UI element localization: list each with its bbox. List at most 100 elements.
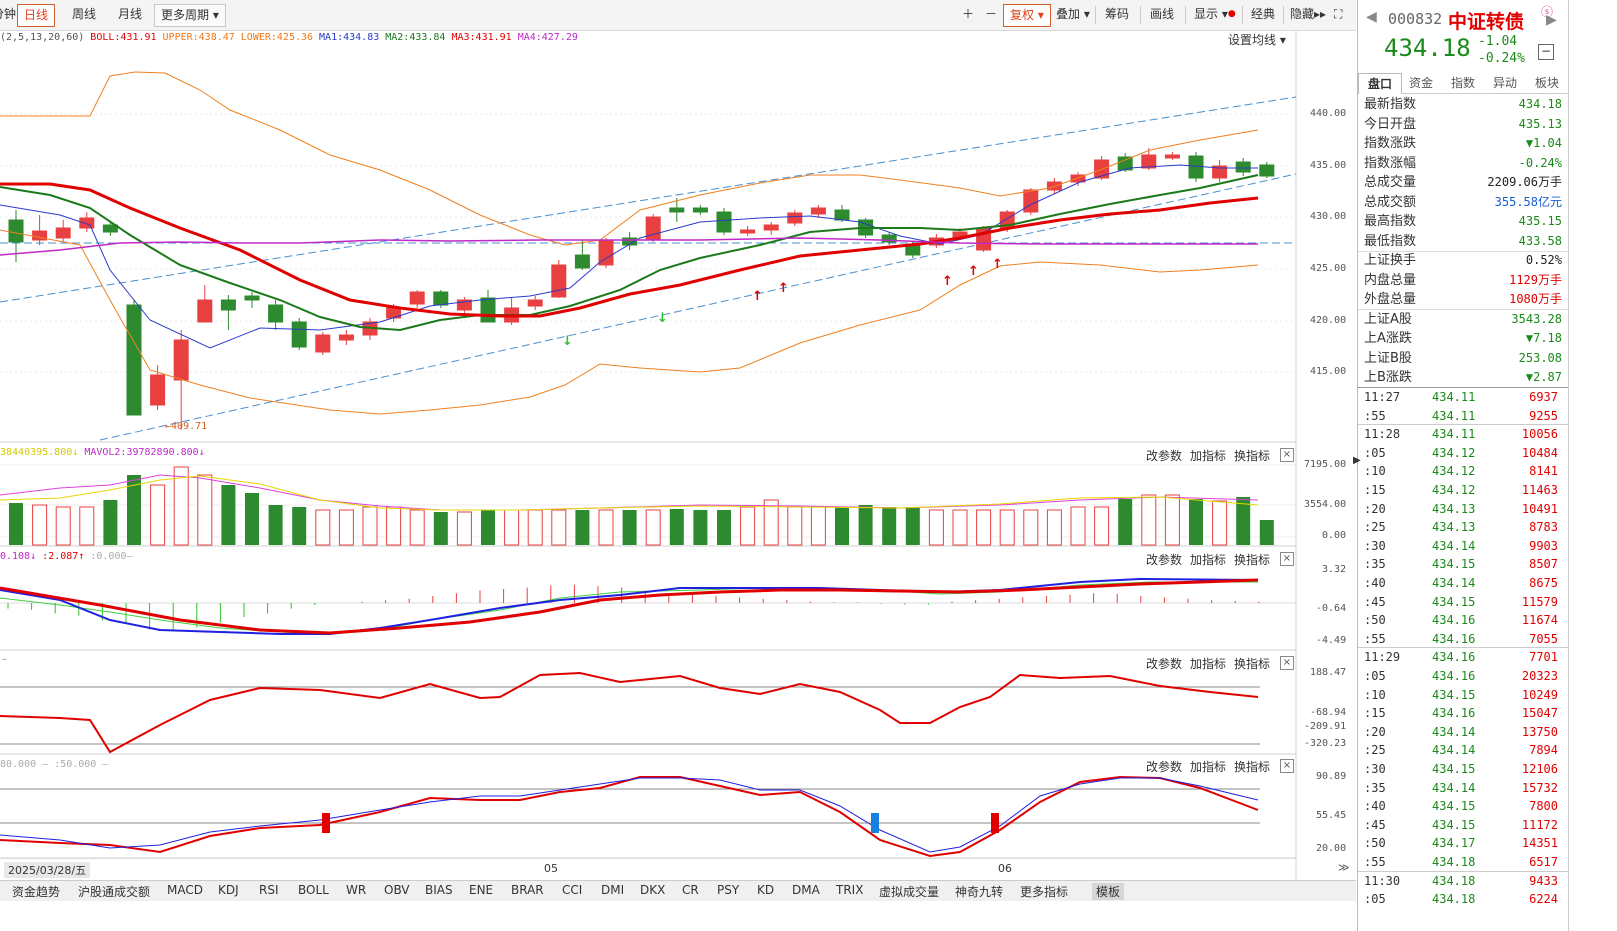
indicator-tab[interactable]: DMI xyxy=(601,883,625,897)
kline-chart-area[interactable]: ↓ ↓ ↑ ↑ ↑ ↑ ↑ xyxy=(0,0,1356,880)
panel-close-icon[interactable]: × xyxy=(1280,552,1294,566)
candle-body xyxy=(1259,164,1275,177)
panel-switch-indicator-button[interactable]: 换指标 xyxy=(1234,449,1271,463)
volume-bar xyxy=(740,506,756,546)
volume-bar xyxy=(409,509,425,546)
indicator-tab[interactable]: BOLL xyxy=(298,883,329,897)
draw-line-button[interactable]: 画线 xyxy=(1150,7,1175,21)
panel-switch-indicator-button[interactable]: 换指标 xyxy=(1234,657,1271,671)
stock-change-pct: -0.24% xyxy=(1478,51,1525,66)
overlay-dropdown[interactable]: 叠加 ▾ xyxy=(1050,4,1096,25)
indicator-tab[interactable]: BIAS xyxy=(425,883,453,897)
volume-bar xyxy=(338,509,354,546)
tick-row: :45 434.15 11172 xyxy=(1364,816,1564,835)
panel-switch-indicator-button[interactable]: 换指标 xyxy=(1234,760,1271,774)
double-chevron-right-icon: ▸▸ xyxy=(1314,7,1327,21)
boll-params: (2,5,13,20,60) xyxy=(0,32,85,43)
panel-params-button[interactable]: 改参数 xyxy=(1146,760,1183,774)
period-minute-tab[interactable]: 分钟 xyxy=(0,7,17,21)
panel-params-button[interactable]: 改参数 xyxy=(1146,553,1183,567)
indicator-tab[interactable]: DMA xyxy=(792,883,820,897)
tick-row: :05 434.12 10484 xyxy=(1364,444,1564,463)
panel-switch-indicator-button[interactable]: 换指标 xyxy=(1234,553,1271,567)
quote-row: 指数涨跌 ▼1.04 xyxy=(1364,134,1562,153)
low-price-value: 409.71 xyxy=(171,421,208,432)
indicator-tab[interactable]: BRAR xyxy=(511,883,544,897)
indicator-tab[interactable]: RSI xyxy=(259,883,279,897)
indicator-tab[interactable]: TRIX xyxy=(836,883,864,897)
more-periods-dropdown[interactable]: 更多周期 ▾ xyxy=(154,4,226,27)
panel-toggle-icon[interactable]: ▶ xyxy=(1353,455,1361,466)
quote-row-value: 3543.28 xyxy=(1511,311,1562,326)
prev-stock-icon[interactable]: ◀ xyxy=(1366,9,1377,25)
quote-tab[interactable]: 指数 xyxy=(1450,76,1475,90)
quote-tab[interactable]: 异动 xyxy=(1492,76,1517,90)
indicator-tab[interactable]: KDJ xyxy=(218,883,239,897)
next-stock-icon[interactable]: ▶ xyxy=(1546,12,1557,28)
stock-price: 434.18 xyxy=(1384,34,1471,62)
hide-button[interactable]: 隐藏▸▸ xyxy=(1284,4,1332,25)
tick-row: :55 434.16 7055 xyxy=(1364,630,1564,649)
tick-volume: 13750 xyxy=(1521,724,1558,739)
fuquan-dropdown[interactable]: 复权 ▾ xyxy=(1003,4,1051,27)
indicator-tab[interactable]: KD xyxy=(757,883,775,897)
quote-row: 指数涨幅 -0.24% xyxy=(1364,154,1562,173)
indicator-tab[interactable]: 虚拟成交量 xyxy=(879,885,940,899)
panel-close-icon[interactable]: × xyxy=(1280,759,1294,773)
scroll-right-icon[interactable]: ≫ xyxy=(1338,861,1350,874)
quote-tab[interactable]: 板块 xyxy=(1534,76,1559,90)
tick-volume: 10249 xyxy=(1521,687,1558,702)
indicator-tab[interactable]: OBV xyxy=(384,883,410,897)
panel-close-icon[interactable]: × xyxy=(1280,448,1294,462)
collapse-icon[interactable]: − xyxy=(1538,44,1554,60)
panel-params-button[interactable]: 改参数 xyxy=(1146,657,1183,671)
quote-tab[interactable]: 盘口 xyxy=(1358,73,1402,94)
tick-row: :30 434.15 12106 xyxy=(1364,760,1564,779)
indicator-tab[interactable]: 资金趋势 xyxy=(12,885,61,899)
chevron-down-icon: ▾ xyxy=(212,8,219,22)
indicator-tab[interactable]: CCI xyxy=(562,883,583,897)
panel-close-icon[interactable]: × xyxy=(1280,656,1294,670)
panel-add-indicator-button[interactable]: 加指标 xyxy=(1190,553,1227,567)
zoom-out-button[interactable]: － xyxy=(979,4,1003,25)
volume-bar xyxy=(551,509,567,546)
period-month-tab[interactable]: 月线 xyxy=(118,7,143,21)
quote-tab[interactable]: 资金 xyxy=(1408,76,1433,90)
chip-button[interactable]: 筹码 xyxy=(1105,7,1130,21)
tick-row: :15 434.16 15047 xyxy=(1364,704,1564,723)
fullscreen-button[interactable]: ⛶ xyxy=(1328,4,1348,25)
panel-params-button[interactable]: 改参数 xyxy=(1146,449,1183,463)
ma1-value: MA1:434.83 xyxy=(319,32,380,43)
indicator-tab[interactable]: DKX xyxy=(640,883,666,897)
indicator-tab[interactable]: 模板 xyxy=(1092,883,1125,900)
tick-row: :25 434.14 7894 xyxy=(1364,741,1564,760)
indicator-tab[interactable]: PSY xyxy=(717,883,740,897)
panel-add-indicator-button[interactable]: 加指标 xyxy=(1190,760,1227,774)
display-dropdown[interactable]: 显示 ▾● xyxy=(1188,4,1242,25)
set-ma-dropdown[interactable]: 设置均线 ▾ xyxy=(1228,31,1286,48)
indicator-tab[interactable]: CR xyxy=(682,883,699,897)
indicator-tab[interactable]: MACD xyxy=(167,883,203,897)
indicator-tab[interactable]: 更多指标 xyxy=(1020,885,1069,899)
indicator-tab[interactable]: 沪股通成交额 xyxy=(78,885,151,899)
period-day-tab[interactable]: 日线 xyxy=(17,4,56,27)
panel-add-indicator-button[interactable]: 加指标 xyxy=(1190,449,1227,463)
candle-body xyxy=(740,229,756,234)
quote-row-label: 指数涨幅 xyxy=(1364,155,1417,171)
tick-price: 434.15 xyxy=(1432,762,1476,776)
tick-price: 434.17 xyxy=(1432,836,1476,851)
tick-list[interactable]: 11:27 434.11 6937:55 434.11 9255 11:28 434.11 1… xyxy=(1358,387,1568,931)
quote-row: 上证A股 3543.28 xyxy=(1364,310,1562,329)
tick-volume: 12106 xyxy=(1521,762,1558,776)
classic-button[interactable]: 经典 xyxy=(1251,7,1276,21)
period-week-tab[interactable]: 周线 xyxy=(72,7,97,21)
indicator-tab[interactable]: ENE xyxy=(469,883,494,897)
indicator-tab[interactable]: 神奇九转 xyxy=(955,885,1004,899)
kdj-signal-marker xyxy=(991,813,999,833)
zoom-in-button[interactable]: ＋ xyxy=(956,4,980,25)
indicator-tab[interactable]: WR xyxy=(346,883,367,897)
stock-info-icon[interactable]: ⓢ xyxy=(1541,5,1554,19)
candle-body xyxy=(480,297,496,323)
panel-add-indicator-button[interactable]: 加指标 xyxy=(1190,657,1227,671)
quote-row-value: 435.15 xyxy=(1518,214,1562,228)
